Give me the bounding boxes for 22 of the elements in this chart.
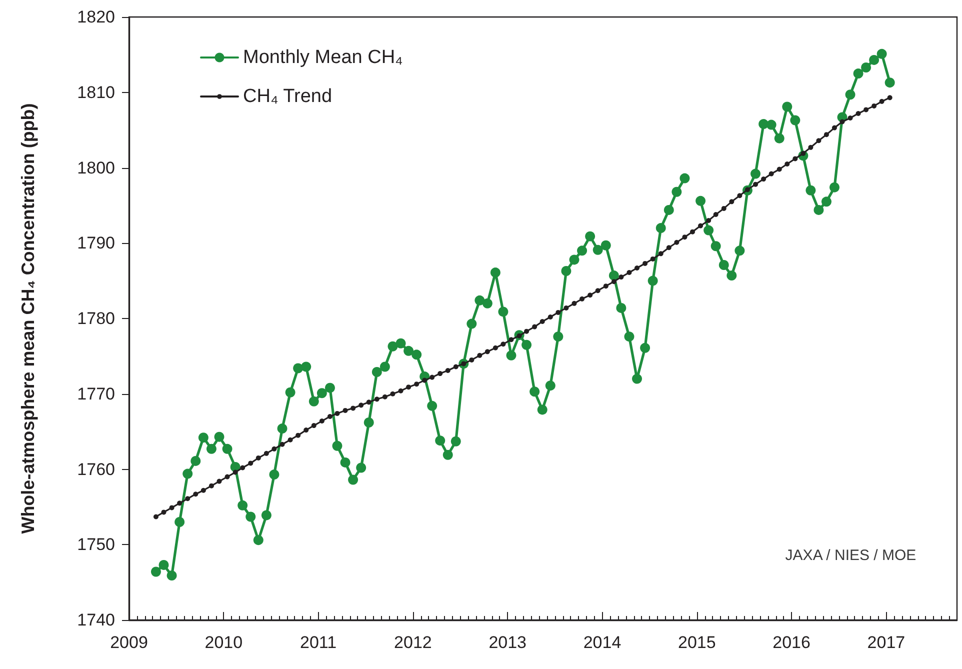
y-tick-label: 1790 [77,234,115,253]
y-tick-label: 1820 [77,8,115,26]
y-tick-label: 1740 [77,610,115,630]
y-axis-title: Whole-atmosphere mean CH₄ Concentration (ppb) [18,103,38,534]
legend-label: CH₄ Trend [243,86,332,107]
x-tick-label: 2014 [583,633,622,652]
y-tick-label: 1760 [77,460,115,479]
y-tick-label: 1750 [77,535,115,554]
x-tick-label: 2016 [772,633,810,652]
x-tick-label: 2012 [394,633,432,652]
x-tick-label: 2011 [300,633,337,652]
x-tick-label: 2017 [867,633,906,652]
x-tick-label: 2013 [488,633,527,652]
legend-label: Monthly Mean CH₄ [243,47,404,68]
y-tick-label: 1810 [77,82,115,102]
y-tick-label: 1800 [77,158,115,178]
x-tick-label: 2015 [678,633,716,652]
x-tick-label: 2010 [204,633,243,652]
y-tick-label: 1780 [77,309,115,328]
annotation: JAXA / NIES / MOE [785,547,916,564]
x-tick-label: 2009 [110,633,148,652]
y-tick-label: 1770 [77,384,115,404]
